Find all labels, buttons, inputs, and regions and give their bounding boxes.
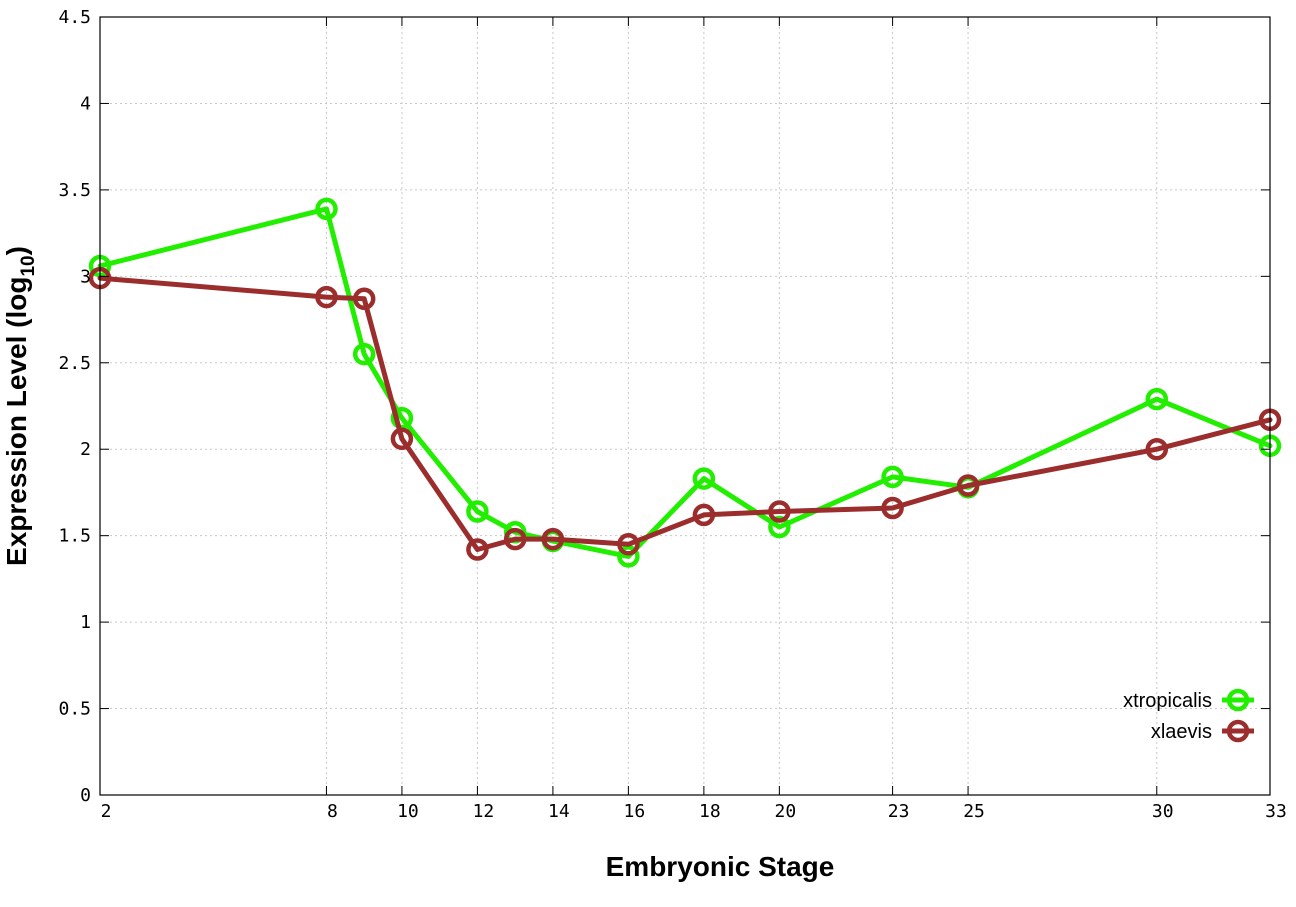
y-tick-label: 2.5	[58, 353, 91, 374]
x-tick-label: 16	[624, 801, 646, 822]
legend-swatch-marker-xlaevis	[1226, 719, 1250, 743]
data-point-xlaevis	[617, 533, 640, 556]
x-tick-label: 12	[473, 801, 495, 822]
y-axis-title-close: )	[1, 246, 32, 255]
data-point-xtropicalis	[352, 342, 376, 366]
series-group	[88, 197, 1282, 568]
data-point-xtropicalis	[1145, 387, 1169, 411]
data-point-xtropicalis	[315, 197, 338, 221]
x-tick-label: 14	[548, 801, 570, 822]
data-point-xtropicalis	[617, 545, 640, 568]
x-tick-label: 20	[775, 801, 797, 822]
y-tick-label: 0	[80, 785, 91, 806]
tick-labels: 0 0.5 1 1.5 2 2.5 3 3.5 4 4.5 2 8 10 12 14 16 18 20 23 25 30…	[58, 7, 1286, 822]
data-point-xtropicalis	[881, 465, 904, 489]
legend: xtropicalis xlaevis	[1123, 688, 1254, 743]
data-point-xlaevis	[768, 500, 791, 523]
x-tick-label: 33	[1265, 801, 1287, 822]
series-line-xtropicalis	[97, 206, 1273, 559]
y-tick-label: 1	[80, 612, 91, 633]
data-point-xlaevis	[956, 474, 980, 497]
data-point-xlaevis	[541, 527, 565, 551]
y-axis-title-main: Expression Level (log	[1, 277, 32, 566]
data-point-xtropicalis	[390, 406, 414, 430]
data-point-xlaevis	[881, 496, 904, 520]
y-tick-label: 0.5	[58, 699, 91, 720]
y-tick-label: 2	[80, 439, 91, 460]
y-axis-title: Expression Level (log10)	[1, 246, 39, 566]
data-point-xlaevis	[503, 527, 527, 551]
series-line-xlaevis	[97, 275, 1273, 552]
data-point-xlaevis	[692, 503, 716, 527]
legend-label-xlaevis: xlaevis	[1151, 721, 1212, 743]
x-axis-title: Embryonic Stage	[606, 851, 835, 882]
plot-frame	[99, 16, 1271, 796]
data-point-xlaevis	[1145, 437, 1169, 461]
x-tick-label: 2	[101, 801, 112, 822]
data-point-xlaevis	[390, 427, 414, 451]
legend-label-xtropicalis: xtropicalis	[1123, 690, 1212, 712]
data-point-xtropicalis	[768, 515, 791, 539]
x-tick-label: 25	[963, 801, 985, 822]
x-tick-label: 10	[397, 801, 419, 822]
y-tick-label: 1.5	[58, 526, 91, 547]
axis-ticks	[99, 16, 1271, 796]
x-tick-label: 30	[1152, 801, 1174, 822]
data-point-xtropicalis	[692, 467, 716, 490]
y-axis-title-sub: 10	[18, 255, 39, 276]
legend-swatch-marker-xtropicalis	[1226, 688, 1250, 712]
data-point-xtropicalis	[466, 500, 489, 523]
data-point-xlaevis	[352, 287, 376, 311]
x-tick-label: 8	[327, 801, 338, 822]
data-point-xlaevis	[466, 538, 489, 561]
y-tick-label: 3.5	[58, 180, 91, 201]
y-tick-label: 4.5	[58, 7, 91, 28]
x-tick-label: 23	[888, 801, 910, 822]
x-tick-label: 18	[699, 801, 721, 822]
grid	[100, 17, 1270, 795]
y-tick-label: 4	[80, 93, 91, 114]
data-point-xlaevis	[315, 285, 338, 309]
y-tick-label: 3	[80, 266, 91, 287]
